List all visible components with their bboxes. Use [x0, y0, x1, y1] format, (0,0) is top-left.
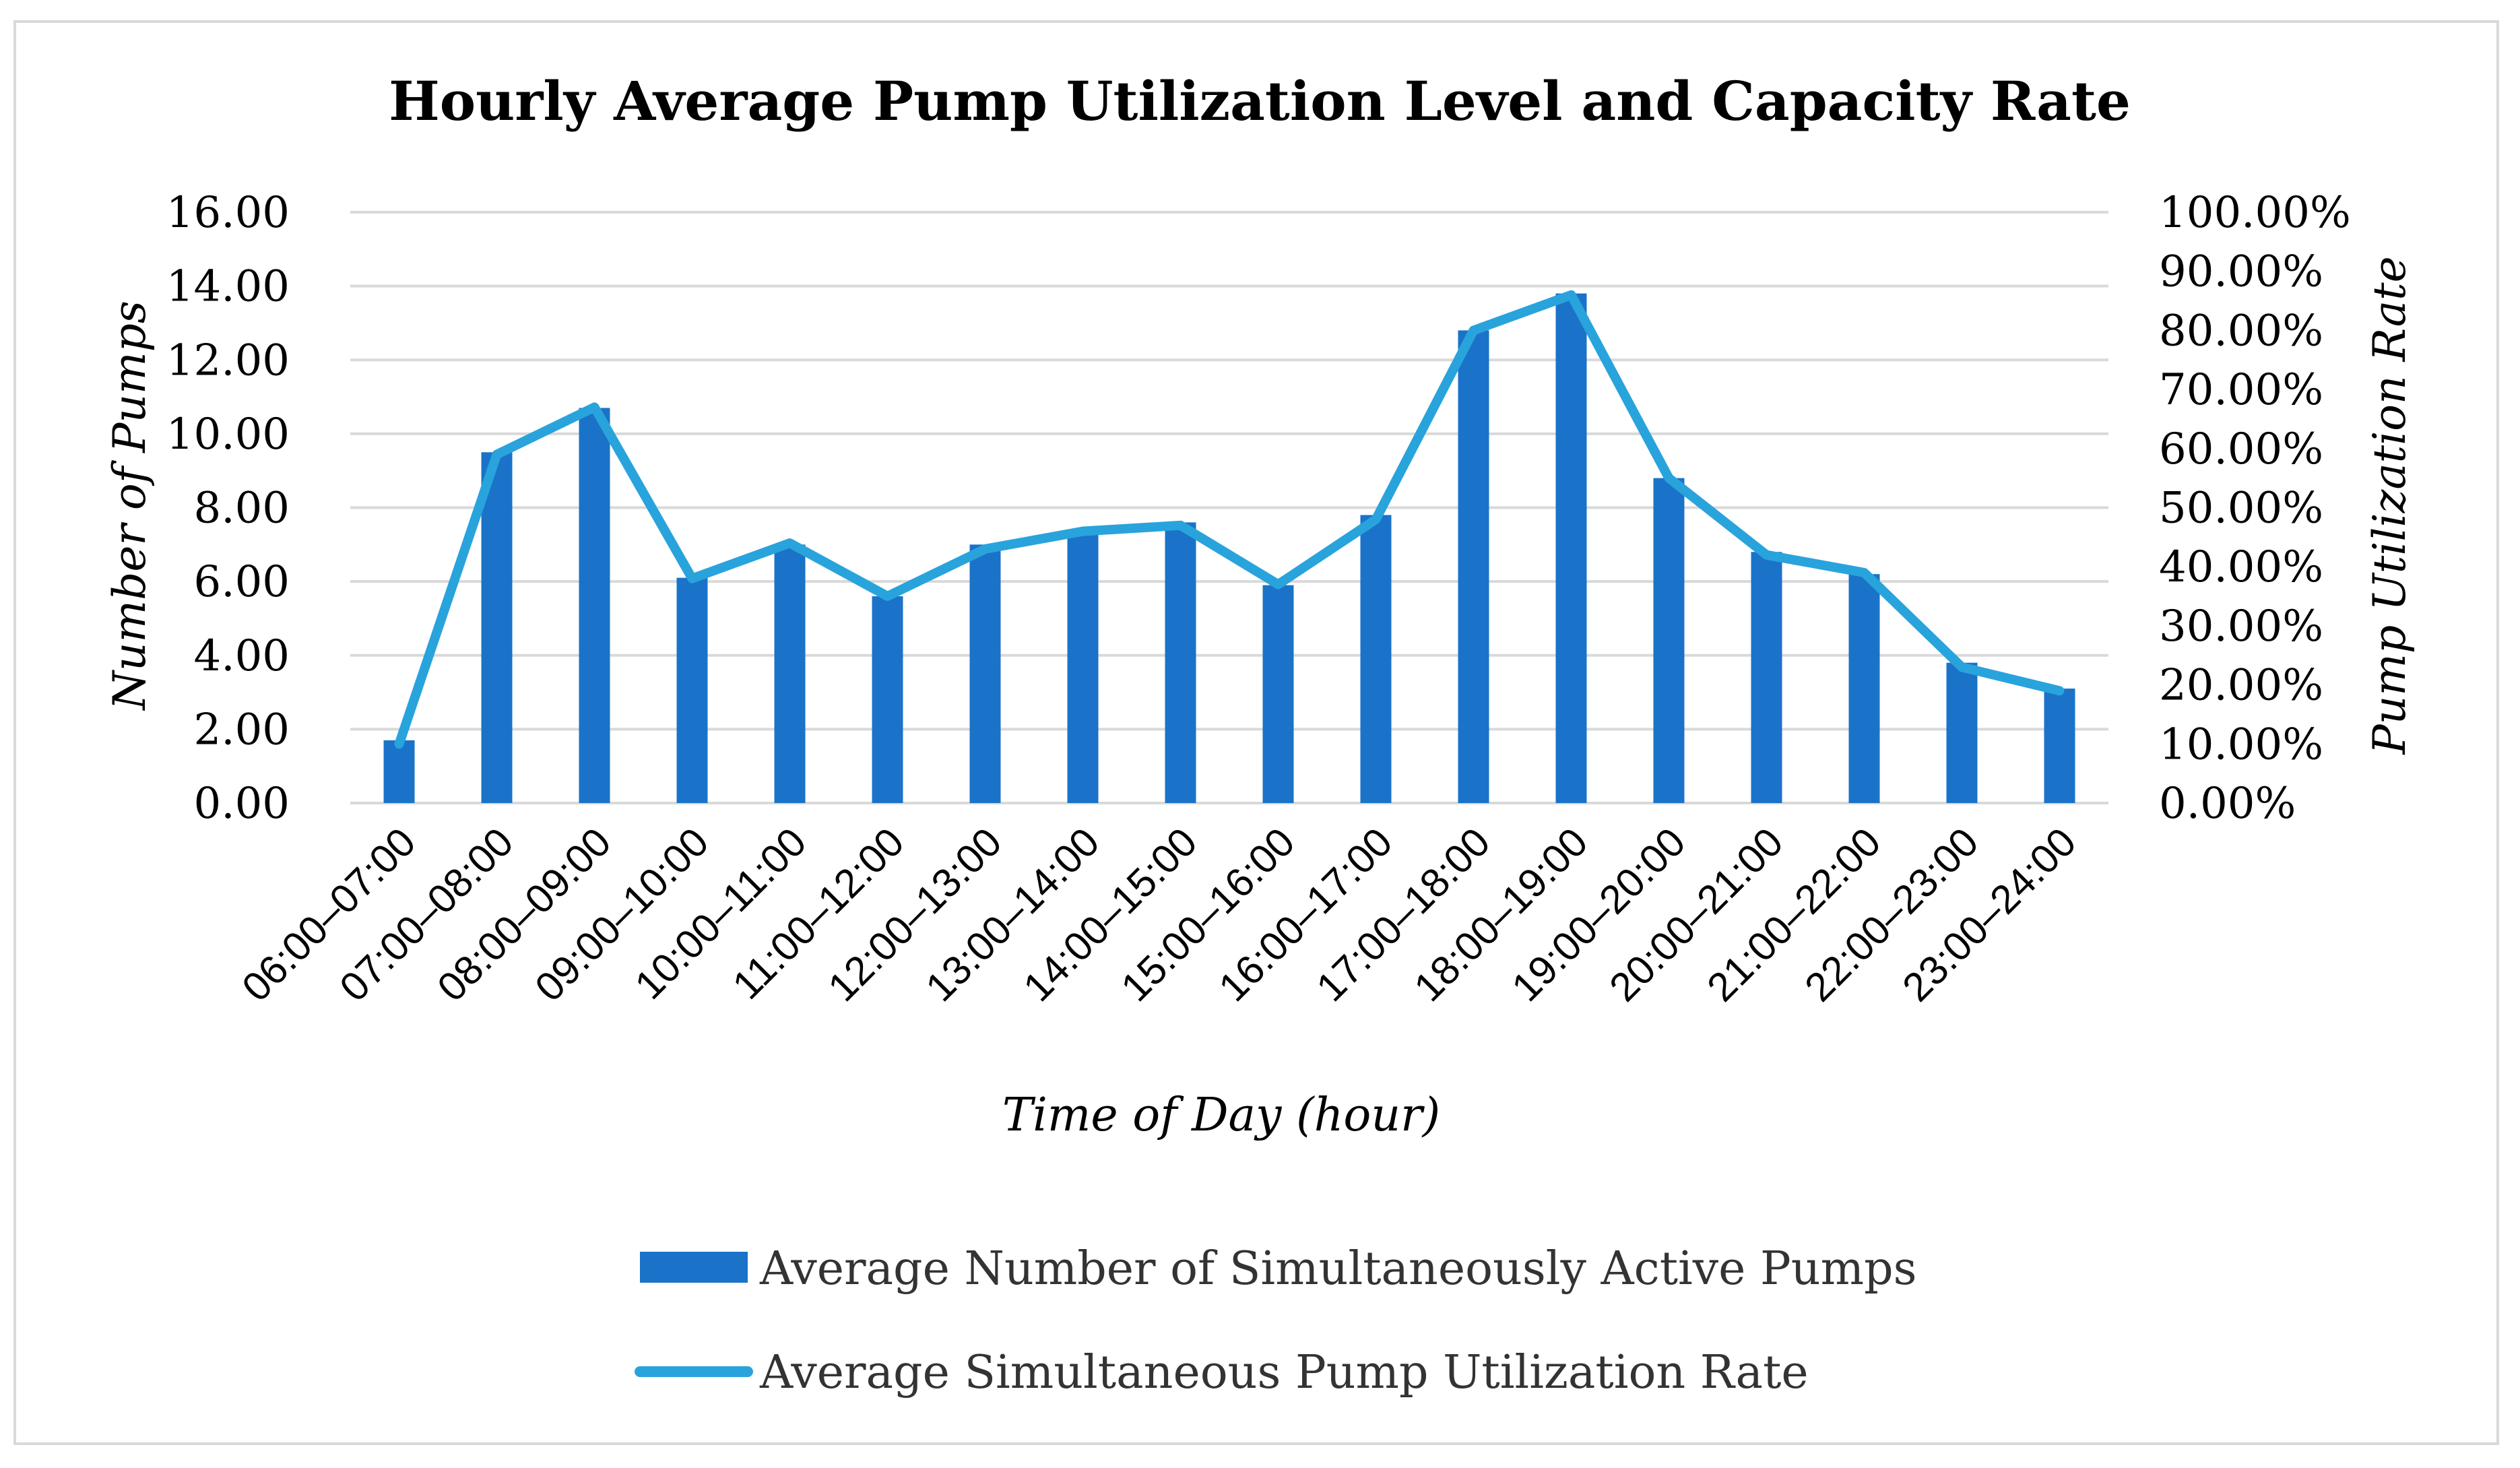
y2-tick-label: 50.00%	[2159, 484, 2323, 534]
y2-tick-label: 10.00%	[2159, 720, 2323, 769]
legend-bar-label: Average Number of Simultaneously Active …	[759, 1242, 1917, 1296]
x-axis-label: Time of Day (hour)	[1002, 1089, 1440, 1142]
y2-tick-label: 80.00%	[2159, 306, 2323, 356]
bar	[676, 577, 708, 803]
legend: Average Number of Simultaneously Active …	[635, 1242, 1917, 1399]
y-axis-label: Number of Pumps	[104, 300, 156, 711]
line-point	[397, 742, 401, 746]
chart-title: Hourly Average Pump Utilization Level an…	[389, 69, 2131, 133]
bar	[1262, 585, 1294, 803]
line-point	[1960, 665, 1964, 670]
bar	[383, 740, 415, 803]
line-point	[1178, 523, 1183, 528]
line-point	[690, 576, 694, 581]
bar	[1946, 662, 1978, 803]
line-point	[885, 594, 890, 599]
right-y-axis: 0.00% 10.00% 20.00% 30.00% 40.00% 50.00% 60.00…	[2159, 188, 2351, 829]
bar-series	[383, 293, 2075, 803]
y-tick-label: 4.00	[194, 631, 290, 681]
y2-tick-label: 70.00%	[2159, 365, 2323, 415]
bar	[969, 544, 1001, 803]
bar	[579, 408, 610, 803]
bar	[481, 452, 513, 803]
line-point	[1080, 529, 1085, 534]
y2-tick-label: 20.00%	[2159, 661, 2323, 711]
x-axis-tick-labels: 06:00–07:0007:00–08:0008:00–09:0009:00–1…	[233, 819, 2084, 1010]
y-tick-label: 6.00	[194, 557, 290, 607]
bar	[1067, 530, 1099, 803]
line-point	[494, 452, 499, 457]
legend-line-label: Average Simultaneous Pump Utilization Ra…	[759, 1346, 1809, 1399]
y-tick-label: 10.00	[166, 410, 290, 459]
chart-frame	[13, 20, 2499, 1445]
y-tick-label: 14.00	[166, 262, 290, 312]
y2-tick-label: 40.00%	[2159, 542, 2323, 592]
bar	[2044, 689, 2075, 803]
line-point	[983, 546, 988, 551]
line-point	[592, 405, 597, 410]
bar	[1360, 515, 1392, 803]
line-point	[2057, 689, 2062, 693]
line-point	[1276, 582, 1281, 587]
y2-tick-label: 90.00%	[2159, 247, 2323, 297]
legend-bar-swatch	[640, 1252, 748, 1283]
y-tick-label: 8.00	[194, 484, 290, 534]
line-series	[394, 290, 2065, 749]
bar	[1555, 293, 1587, 803]
line-point	[1667, 476, 1671, 480]
line-point	[1569, 292, 1574, 297]
left-y-axis: 0.00 2.00 4.00 6.00 8.00 10.00 12.00 14.00 16.00	[166, 188, 290, 829]
bar	[1653, 478, 1685, 803]
y-tick-label: 12.00	[166, 336, 290, 385]
utilization-line	[394, 290, 2065, 749]
secondary-y-axis-label: Pump Utilization Rate	[2364, 256, 2416, 755]
y2-tick-label: 100.00%	[2159, 188, 2351, 238]
bar	[1848, 574, 1880, 803]
y2-tick-label: 30.00%	[2159, 602, 2323, 651]
line-point	[1764, 552, 1769, 557]
gridlines	[350, 211, 2108, 804]
bar	[872, 596, 903, 803]
y-tick-label: 16.00	[166, 188, 290, 238]
y2-tick-label: 0.00%	[2159, 779, 2296, 829]
y-tick-label: 0.00	[194, 779, 290, 829]
line-point	[1374, 517, 1378, 522]
line-point	[1471, 328, 1476, 333]
bar	[774, 544, 806, 803]
bar	[1458, 330, 1489, 803]
bar	[1751, 552, 1782, 803]
y-tick-label: 2.00	[194, 705, 290, 755]
bar	[1165, 522, 1196, 803]
line-point	[787, 541, 792, 546]
line-point	[1862, 570, 1867, 575]
y2-tick-label: 60.00%	[2159, 424, 2323, 474]
